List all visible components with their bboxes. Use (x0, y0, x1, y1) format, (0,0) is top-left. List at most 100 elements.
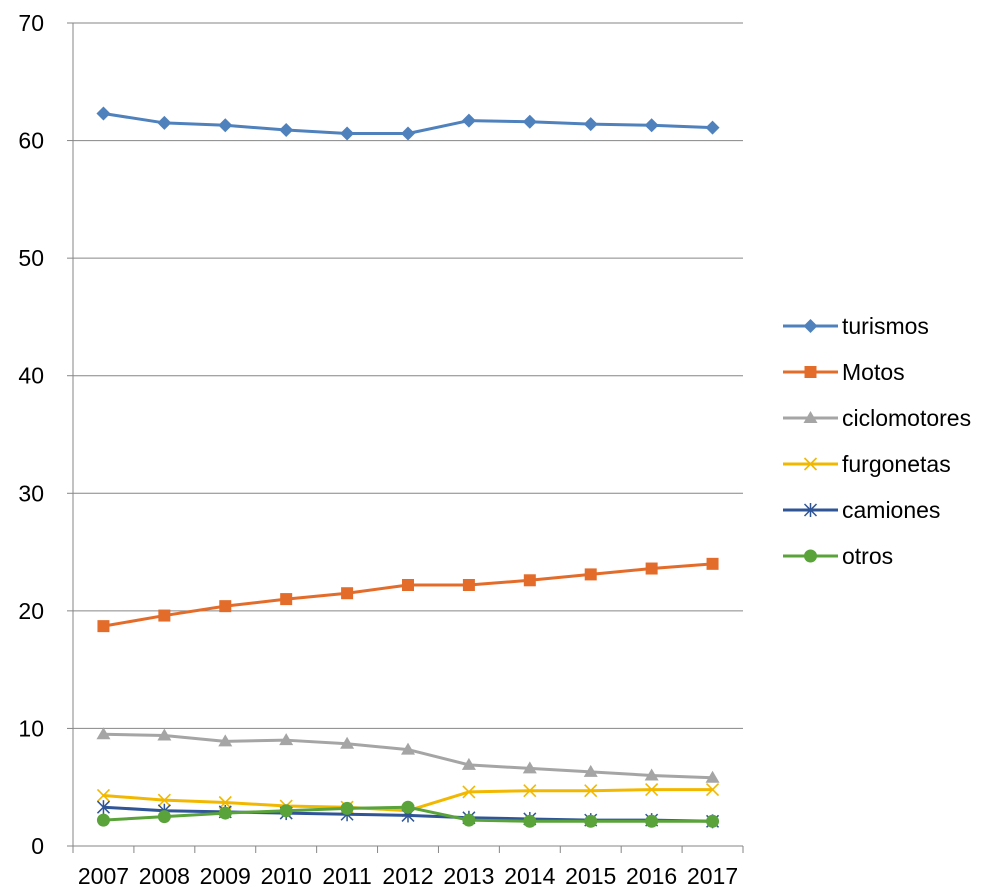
data-point (461, 757, 476, 770)
data-point (97, 620, 110, 633)
y-tick-label: 0 (31, 833, 44, 859)
legend-marker (803, 457, 818, 471)
data-point (157, 728, 172, 741)
data-point (705, 120, 720, 135)
legend-marker (804, 366, 817, 378)
data-point (401, 742, 415, 755)
data-point (96, 106, 111, 121)
data-point (157, 793, 171, 807)
gridlines (73, 22, 743, 729)
data-point (279, 733, 294, 746)
x-axis-tick-labels: 2007 2008 2009 2010 2011 2012 2013 2014 2015 2016… (78, 863, 738, 889)
data-point (523, 814, 537, 828)
data-point (705, 783, 720, 797)
x-tick-label: 2009 (200, 863, 251, 889)
data-point (583, 117, 598, 132)
x-tick-label: 2007 (78, 863, 129, 889)
data-point (401, 800, 415, 814)
legend-marker (803, 319, 818, 333)
data-point (462, 785, 476, 799)
x-tick-label: 2016 (626, 863, 677, 889)
series-turismos (96, 106, 720, 141)
data-point (522, 114, 537, 129)
data-point (340, 801, 354, 815)
y-tick-label: 20 (18, 598, 44, 624)
data-point (158, 609, 171, 622)
data-point (705, 770, 720, 783)
data-point (645, 814, 659, 828)
data-point (523, 784, 537, 798)
data-point (461, 113, 476, 128)
legend-label: camiones (842, 497, 940, 523)
data-point (218, 795, 232, 810)
series-motos (97, 557, 719, 633)
data-point (280, 593, 293, 606)
x-tick-label: 2017 (687, 863, 738, 889)
data-point (522, 761, 537, 774)
data-point (462, 578, 475, 591)
data-point (340, 736, 355, 749)
data-point (218, 806, 232, 820)
data-point (583, 764, 598, 777)
data-point (584, 814, 598, 828)
data-point (340, 126, 355, 141)
y-tick-label: 10 (18, 715, 44, 741)
legend-item: ciclomotores (783, 405, 971, 431)
y-tick-label: 70 (18, 10, 44, 36)
plot-area (96, 106, 720, 829)
legend-marker (803, 503, 818, 517)
data-point (218, 118, 233, 133)
y-tick-label: 50 (18, 245, 44, 271)
x-tick-label: 2011 (322, 863, 371, 889)
y-tick-label: 30 (18, 480, 44, 506)
data-point (96, 788, 111, 803)
data-point (157, 115, 172, 130)
data-point (644, 118, 659, 133)
data-point (218, 734, 233, 747)
data-point (279, 122, 294, 137)
series-ciclomotores (96, 727, 720, 783)
data-point (219, 600, 232, 613)
data-point (645, 783, 659, 797)
x-tick-label: 2013 (443, 863, 494, 889)
series-otros (96, 800, 720, 828)
data-point (523, 574, 536, 587)
legend-label: Motos (842, 359, 905, 385)
legend-label: turismos (842, 313, 929, 339)
legend: turismos Motos ciclomotores furgonetas camio… (783, 313, 971, 569)
legend-item: turismos (783, 313, 929, 339)
data-point (402, 578, 414, 591)
legend-label: furgonetas (842, 451, 951, 477)
data-point (96, 813, 110, 827)
data-point (584, 568, 597, 581)
data-point (584, 784, 598, 798)
x-tick-label: 2015 (565, 863, 616, 889)
y-tick-label: 40 (18, 363, 44, 389)
legend-marker (803, 411, 818, 423)
legend-label: ciclomotores (842, 405, 971, 431)
data-point (401, 126, 415, 141)
legend-item: Motos (783, 359, 905, 385)
legend-label: otros (842, 543, 893, 569)
data-point (706, 557, 719, 570)
data-point (645, 562, 658, 575)
data-point (706, 814, 720, 828)
y-axis-tick-labels: 0 10 20 30 40 50 60 70 (18, 10, 44, 859)
x-tick-label: 2010 (261, 863, 312, 889)
data-point (157, 810, 171, 824)
data-point (644, 768, 659, 781)
data-point (96, 800, 110, 815)
series-line (103, 562, 713, 628)
data-point (341, 587, 354, 600)
x-tick-label: 2012 (382, 863, 433, 889)
data-point (96, 727, 111, 740)
x-tick-label: 2014 (504, 863, 555, 889)
y-tick-label: 60 (18, 128, 44, 154)
legend-marker (804, 549, 817, 563)
legend-item: camiones (783, 497, 940, 523)
series-line (103, 732, 713, 780)
legend-item: otros (783, 543, 893, 569)
data-point (279, 804, 293, 818)
x-tick-label: 2008 (139, 863, 190, 889)
